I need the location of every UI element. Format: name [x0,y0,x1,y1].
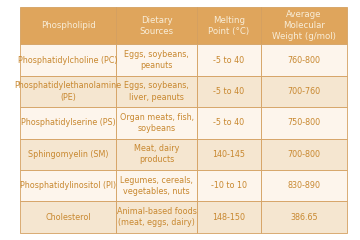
Bar [20,44,116,76]
Text: -5 to 40: -5 to 40 [213,87,244,96]
Text: 148-150: 148-150 [212,213,245,222]
Bar [261,201,347,233]
Text: Animal-based foods
(meat, eggs, dairy): Animal-based foods (meat, eggs, dairy) [117,207,197,227]
Text: Average
Molecular
Weight (g/mol): Average Molecular Weight (g/mol) [272,10,336,42]
Text: Legumes, cereals,
vegetables, nuts: Legumes, cereals, vegetables, nuts [120,176,193,196]
Bar [197,44,261,76]
Text: Organ meats, fish,
soybeans: Organ meats, fish, soybeans [120,113,194,133]
Bar [116,7,197,44]
Bar [261,44,347,76]
Text: -10 to 10: -10 to 10 [211,181,247,190]
Bar [116,44,197,76]
Bar [116,76,197,107]
Text: 140-145: 140-145 [212,150,245,159]
Bar [197,139,261,170]
Bar [261,107,347,139]
Bar [261,76,347,107]
Bar [116,201,197,233]
Text: -5 to 40: -5 to 40 [213,56,244,65]
Text: 750-800: 750-800 [287,118,320,127]
Bar [261,170,347,201]
Bar [20,170,116,201]
Bar [116,107,197,139]
Text: Dietary
Sources: Dietary Sources [140,16,174,36]
Text: 760-800: 760-800 [288,56,320,65]
Text: 386.65: 386.65 [290,213,318,222]
Text: Eggs, soybeans,
liver, peanuts: Eggs, soybeans, liver, peanuts [124,81,189,102]
Text: Phospholipid: Phospholipid [41,21,95,30]
Text: Phosphatidylinositol (PI): Phosphatidylinositol (PI) [20,181,116,190]
Bar [20,107,116,139]
Bar [20,7,116,44]
Text: Phosphatidylserine (PS): Phosphatidylserine (PS) [21,118,116,127]
Text: Sphingomyelin (SM): Sphingomyelin (SM) [28,150,108,159]
Text: 830-890: 830-890 [288,181,320,190]
Text: Meat, dairy
products: Meat, dairy products [134,144,179,164]
Bar [116,170,197,201]
Bar [20,76,116,107]
Text: -5 to 40: -5 to 40 [213,118,244,127]
Bar [197,201,261,233]
Bar [197,170,261,201]
Text: Phosphatidylethanolamine
(PE): Phosphatidylethanolamine (PE) [14,81,122,102]
Bar [20,139,116,170]
Bar [116,139,197,170]
Text: Melting
Point (°C): Melting Point (°C) [208,16,249,36]
Bar [261,139,347,170]
Bar [20,201,116,233]
Bar [261,7,347,44]
Text: 700-800: 700-800 [288,150,320,159]
Text: 700-760: 700-760 [287,87,320,96]
Text: Eggs, soybeans,
peanuts: Eggs, soybeans, peanuts [124,50,189,70]
Text: Phosphatidylcholine (PC): Phosphatidylcholine (PC) [18,56,118,65]
Text: Cholesterol: Cholesterol [45,213,91,222]
Bar [197,7,261,44]
Bar [197,76,261,107]
Bar [197,107,261,139]
